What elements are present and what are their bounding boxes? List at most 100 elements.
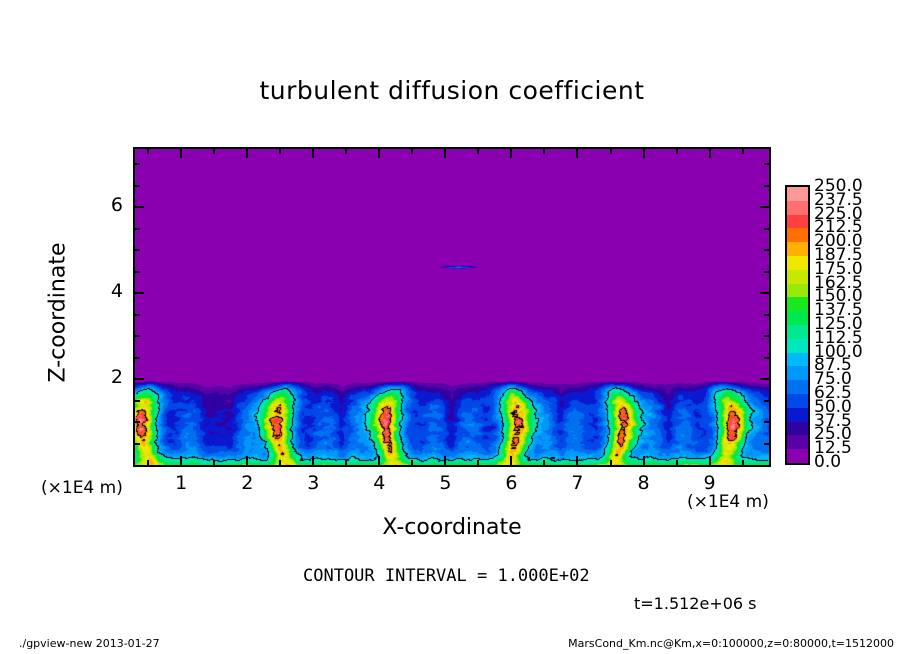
x-axis-tick <box>147 460 150 465</box>
field-heatmap <box>135 149 769 465</box>
x-axis-tick <box>543 460 546 465</box>
y-axis-tick-right <box>764 399 769 402</box>
colorbar-tick-label: 225.0 <box>814 203 863 224</box>
x-axis-tick <box>312 456 315 465</box>
x-axis-tick <box>444 456 447 465</box>
y-axis-tick <box>135 313 140 316</box>
x-axis-tick-top <box>477 149 480 154</box>
y-axis-title: Z-coordinate <box>45 242 71 383</box>
x-axis-tick-top <box>708 149 711 158</box>
x-axis-tick <box>279 460 282 465</box>
colorbar-band <box>787 311 808 325</box>
x-tick-label: 7 <box>571 472 584 494</box>
colorbar-band <box>787 187 808 201</box>
y-axis-tick-right <box>764 421 769 423</box>
x-axis-tick-top <box>279 149 282 154</box>
colorbar-tick-label: 37.5 <box>814 410 852 431</box>
colorbar-tick-label: 0.0 <box>814 452 842 472</box>
colorbar-band <box>787 228 808 243</box>
x-tick-label: 6 <box>505 472 518 494</box>
x-axis-tick <box>675 460 678 465</box>
y-axis-tick-right <box>764 163 769 166</box>
colorbar-tick-label: 112.5 <box>814 327 863 348</box>
contour-interval-label: CONTOUR INTERVAL = 1.000E+02 <box>303 566 590 586</box>
y-axis-tick <box>135 227 140 230</box>
x-axis-tick-top <box>312 149 315 158</box>
colorbar-band <box>787 269 808 284</box>
x-tick-label: 1 <box>175 472 188 494</box>
y-axis-tick <box>135 356 140 359</box>
x-tick-label: 5 <box>439 472 452 494</box>
colorbar-tick-label: 50.0 <box>814 396 852 417</box>
y-axis-tick <box>135 378 144 380</box>
x-axis-tick-top <box>345 149 348 154</box>
footer-left: ./gpview-new 2013-01-27 <box>19 637 160 650</box>
colorbar-band <box>787 214 808 229</box>
x-axis-tick <box>609 460 612 465</box>
colorbar-band <box>787 242 808 256</box>
colorbar-band <box>787 297 808 312</box>
x-axis-tick-top <box>576 149 579 158</box>
x-axis-tick <box>411 460 414 465</box>
y-axis-tick-right <box>764 227 769 230</box>
colorbar-tick-label: 87.5 <box>814 355 852 376</box>
y-axis-tick <box>135 206 144 209</box>
x-axis-tick <box>576 456 579 465</box>
colorbar-band <box>787 338 808 353</box>
y-axis-tick-right <box>764 356 769 359</box>
x-tick-label: 3 <box>307 472 320 494</box>
y-tick-label: 6 <box>110 194 123 217</box>
colorbar-tick-label: 75.0 <box>814 369 852 390</box>
x-axis-tick <box>642 456 645 465</box>
x-axis-tick <box>741 460 744 465</box>
y-axis-tick-right <box>760 292 769 295</box>
x-axis-tick-top <box>246 149 249 158</box>
colorbar-band <box>787 324 808 339</box>
colorbar-tick-label: 150.0 <box>814 286 863 307</box>
colorbar <box>785 185 810 465</box>
footer-right: MarsCond_Km.nc@Km,x=0:100000,z=0:80000,t… <box>568 637 894 650</box>
x-axis-tick-top <box>378 149 381 158</box>
x-axis-tick <box>246 456 249 465</box>
y-axis-tick-right <box>764 249 769 252</box>
colorbar-band <box>787 366 808 381</box>
time-label: t=1.512e+06 s <box>634 594 757 613</box>
x-axis-tick <box>213 460 216 465</box>
x-axis-tick-top <box>147 149 150 154</box>
y-axis-tick-right <box>764 442 769 445</box>
y-axis-tick <box>135 292 144 295</box>
y-axis-tick <box>135 249 140 252</box>
x-axis-tick-top <box>609 149 612 154</box>
y-axis-tick <box>135 163 140 166</box>
colorbar-tick-label: 200.0 <box>814 231 863 252</box>
colorbar-tick-label: 137.5 <box>814 300 863 321</box>
y-axis-tick-right <box>760 378 769 380</box>
x-tick-label: 9 <box>703 472 716 494</box>
colorbar-band <box>787 449 808 463</box>
x-axis-tick-top <box>675 149 678 154</box>
x-tick-label: 2 <box>241 472 254 494</box>
colorbar-tick-label: 12.5 <box>814 438 852 459</box>
x-axis-tick-top <box>411 149 414 154</box>
colorbar-band <box>787 393 808 408</box>
x-axis-tick-top <box>444 149 447 158</box>
x-axis-tick <box>708 456 711 465</box>
x-axis-tick <box>477 460 480 465</box>
x-axis-tick-top <box>510 149 513 158</box>
colorbar-tick-label: 175.0 <box>814 258 863 279</box>
y-axis-tick-right <box>764 335 769 338</box>
colorbar-labels: 250.0 237.5 225.0 212.5 200.0 187.5 175.0 162.5… <box>812 178 896 471</box>
x-axis-tick-top <box>180 149 183 158</box>
colorbar-tick-label: 162.5 <box>814 272 863 293</box>
colorbar-band <box>787 421 808 436</box>
x-axis-tick <box>378 456 381 465</box>
y-tick-label: 2 <box>110 366 123 388</box>
colorbar-tick-label: 25.0 <box>814 424 852 445</box>
colorbar-tick-label: 62.5 <box>814 383 852 403</box>
x-axis-tick-top <box>213 149 216 154</box>
page-title: turbulent diffusion coefficient <box>259 76 645 105</box>
colorbar-tick-label: 212.5 <box>814 217 863 238</box>
x-axis-title: X-coordinate <box>382 515 522 540</box>
x-axis-tick <box>345 460 348 465</box>
y-axis-tick <box>135 399 140 402</box>
